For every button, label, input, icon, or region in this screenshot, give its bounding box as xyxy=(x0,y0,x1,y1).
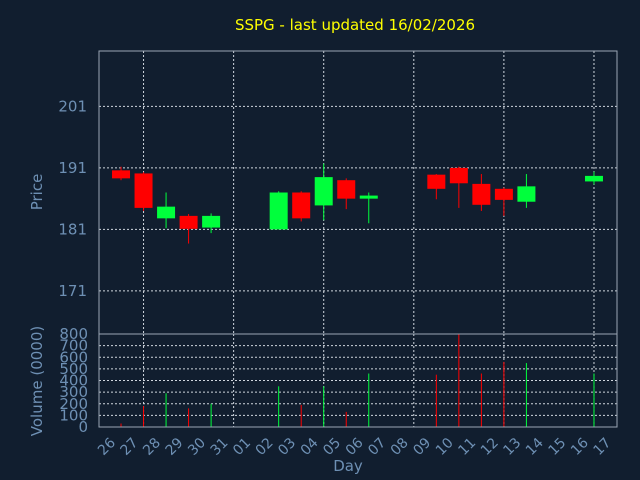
x-tick-label: 15 xyxy=(545,435,569,459)
volume-grid xyxy=(99,334,617,427)
x-tick-label: 11 xyxy=(455,435,479,459)
x-tick-label: 17 xyxy=(591,435,615,459)
candle-body xyxy=(337,180,356,199)
x-tick-label: 04 xyxy=(298,435,322,459)
candle-body xyxy=(202,215,221,228)
price-grid xyxy=(99,51,617,334)
candle xyxy=(584,171,603,185)
x-tick-label: 12 xyxy=(478,435,502,459)
x-tick-label: 29 xyxy=(163,435,187,459)
price-plot-frame xyxy=(98,50,618,335)
candle-body xyxy=(314,177,333,206)
x-tick-label: 02 xyxy=(253,435,277,459)
candle xyxy=(494,187,513,216)
volume-y-tick-label: 700 xyxy=(59,337,88,355)
volume-y-tick-label: 600 xyxy=(59,348,88,366)
x-tick-label: 14 xyxy=(523,435,547,459)
volume-plot-frame xyxy=(98,333,618,428)
candle xyxy=(112,166,131,181)
volume-y-tick-label: 200 xyxy=(59,395,88,413)
x-tick-label: 16 xyxy=(568,435,592,459)
candle-body xyxy=(112,170,131,179)
volume-y-tick-label: 100 xyxy=(59,406,88,424)
candle xyxy=(157,192,176,229)
candle xyxy=(134,172,153,211)
x-tick-label: 06 xyxy=(343,435,367,459)
candle xyxy=(314,163,333,221)
price-y-ticks: 171 181 191 201 xyxy=(58,97,87,300)
volume-y-axis-label: Volume (0000) xyxy=(28,326,46,436)
candle xyxy=(427,174,446,200)
x-tick-label: 31 xyxy=(208,435,232,459)
price-y-axis-label: Price xyxy=(28,174,46,211)
x-tick-label: 07 xyxy=(365,435,389,459)
candle-body xyxy=(517,186,536,202)
x-tick-label: 10 xyxy=(433,435,457,459)
candle-body xyxy=(494,188,513,200)
price-candles xyxy=(112,163,603,244)
volume-y-tick-label: 800 xyxy=(59,325,88,343)
x-tick-label: 26 xyxy=(95,435,119,459)
volume-bars xyxy=(120,334,595,427)
candle-body xyxy=(449,167,468,184)
candle xyxy=(449,166,468,208)
x-tick-label: 08 xyxy=(388,435,412,459)
candle-body xyxy=(584,175,603,182)
x-tick-label: 27 xyxy=(118,435,142,459)
volume-y-tick-label: 0 xyxy=(78,418,88,436)
candle-body xyxy=(359,195,378,199)
volume-y-tick-label: 500 xyxy=(59,360,88,378)
x-tick-label: 28 xyxy=(140,435,164,459)
candle-body xyxy=(179,215,198,229)
candle-body xyxy=(427,174,446,189)
x-tick-label: 01 xyxy=(230,435,254,459)
candle xyxy=(292,191,311,222)
volume-y-tick-label: 300 xyxy=(59,383,88,401)
candle-body xyxy=(472,183,491,205)
candle-body xyxy=(157,206,176,219)
candle xyxy=(359,192,378,224)
x-tick-label: 05 xyxy=(320,435,344,459)
x-tick-label: 30 xyxy=(185,435,209,459)
chart-title: SSPG - last updated 16/02/2026 xyxy=(235,16,475,34)
candle xyxy=(202,213,221,234)
candle xyxy=(337,178,356,210)
price-y-tick-label: 181 xyxy=(58,220,87,238)
x-tick-label: 13 xyxy=(500,435,524,459)
candle xyxy=(179,214,198,244)
candle xyxy=(472,174,491,211)
x-tick-label: 03 xyxy=(275,435,299,459)
x-axis-label: Day xyxy=(333,457,363,475)
price-y-tick-label: 171 xyxy=(58,282,87,300)
price-y-tick-label: 191 xyxy=(58,159,87,177)
candle-body xyxy=(292,192,311,219)
price-y-tick-label: 201 xyxy=(58,97,87,115)
volume-y-tick-label: 400 xyxy=(59,372,88,390)
x-tick-label: 09 xyxy=(410,435,434,459)
candle xyxy=(269,191,288,230)
x-axis-ticks: 2627282930310102030405060708091011121314… xyxy=(95,435,614,459)
candle xyxy=(517,174,536,208)
candle-body xyxy=(134,173,153,208)
candle-body xyxy=(269,192,288,230)
